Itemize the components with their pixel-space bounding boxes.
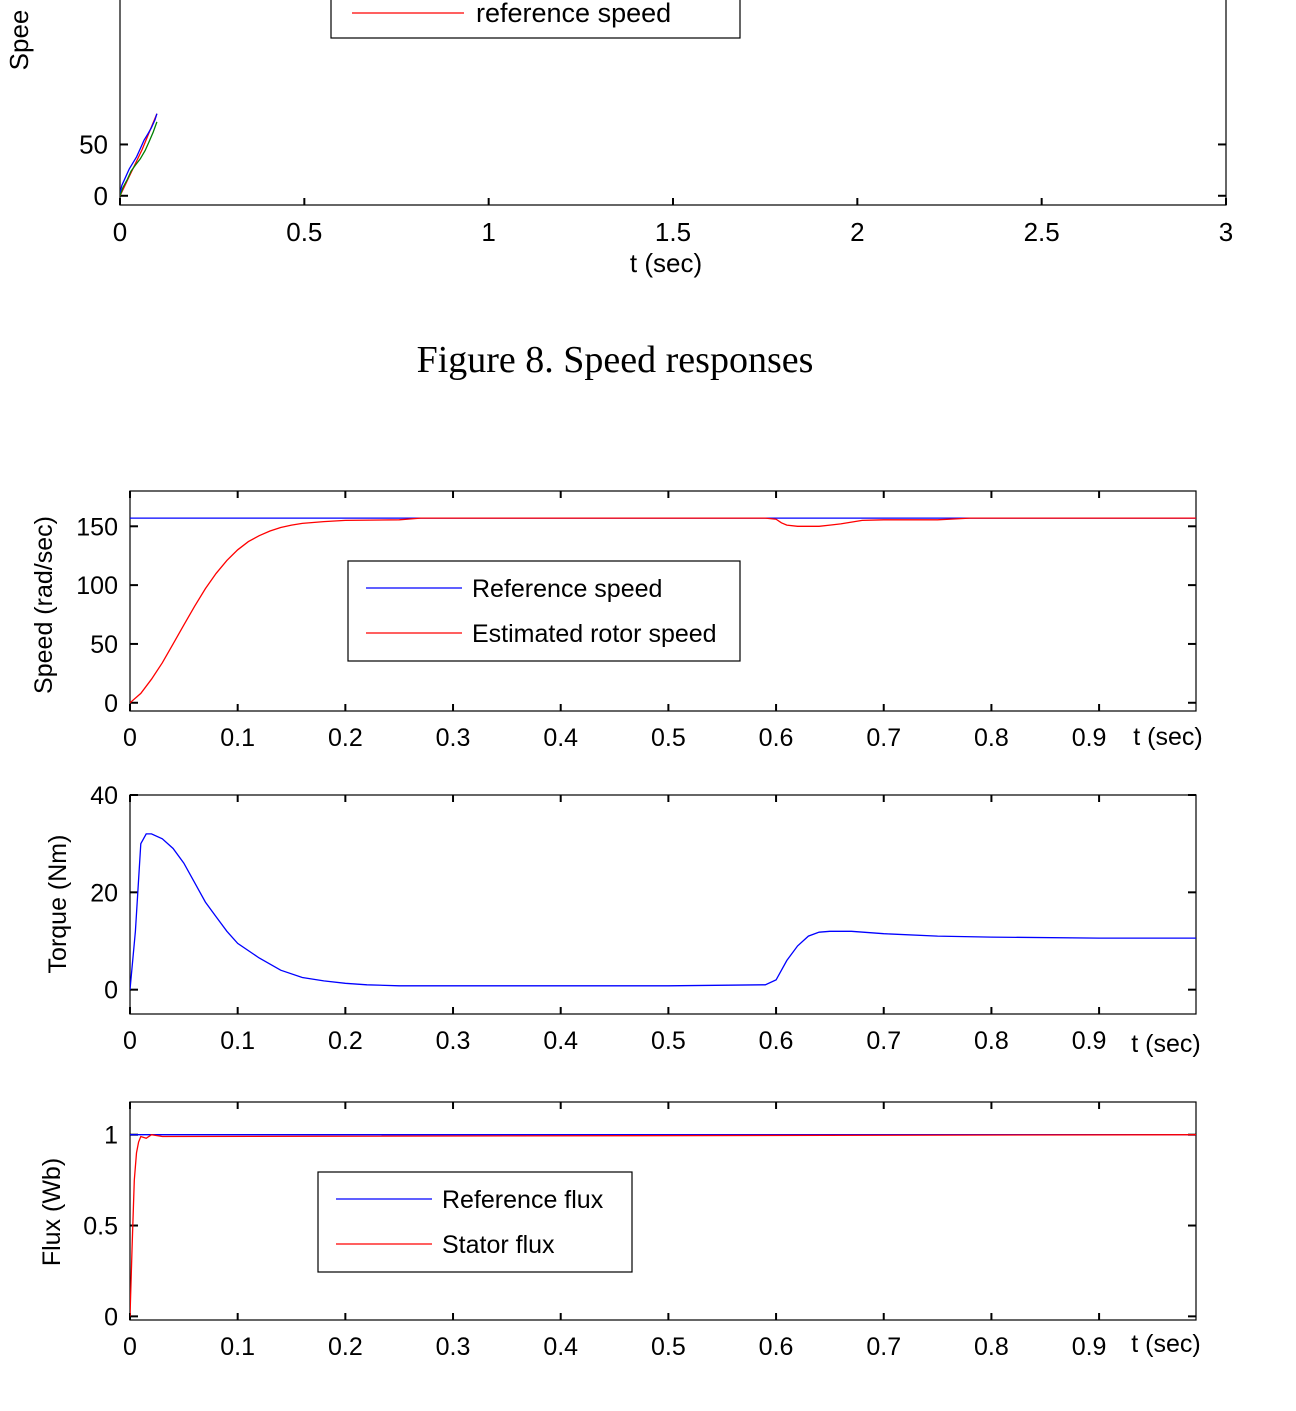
x-tick-label: 0 [123, 724, 137, 752]
chart-panel-1: 0 0.5 1 1.5 2 2.5 3 0 50 t (sec) Spee reference spe… [4, 0, 1233, 278]
series-line-estimated-rotor-speed [130, 517, 1196, 704]
x-tick-label: 0.3 [436, 724, 471, 752]
x-tick-label: 0.7 [866, 724, 901, 752]
x-tick-label: 0.5 [651, 724, 686, 752]
x-tick-label: 0.8 [974, 1333, 1009, 1361]
x-tick-label: 0.8 [974, 1027, 1009, 1055]
legend-entry-label: reference speed [476, 0, 671, 28]
x-tick-label: 0.5 [651, 1333, 686, 1361]
legend-box [330, 0, 741, 39]
x-tick-label: 0 [123, 1333, 137, 1361]
series-group [130, 1134, 1196, 1317]
series-line-unnamed [130, 833, 1196, 990]
x-tick-label: 1.5 [655, 217, 691, 247]
y-tick-label: 0 [104, 977, 118, 1005]
x-tick-label: 0.3 [436, 1333, 471, 1361]
y-tick-label: 0.5 [83, 1213, 118, 1241]
series-line-unnamed [120, 113, 158, 194]
x-tick-label: 0.9 [1072, 1333, 1107, 1361]
x-tick-label: 0.2 [328, 1333, 363, 1361]
series-group [120, 113, 158, 197]
x-tick-label: 2.5 [1024, 217, 1060, 247]
x-tick-label: 0.3 [436, 1027, 471, 1055]
legend-box [347, 560, 741, 662]
series-line-unnamed [120, 121, 158, 197]
x-tick-label: 0.5 [651, 1027, 686, 1055]
x-tick-label: 0.9 [1072, 724, 1107, 752]
y-tick-label: 0 [104, 690, 118, 718]
x-tick-label: 0.7 [866, 1333, 901, 1361]
legend-entry-label: Reference flux [442, 1186, 604, 1214]
series-group [130, 517, 1196, 704]
legend-box [317, 1171, 633, 1273]
y-tick-label: 0 [104, 1303, 118, 1331]
axes-frame [129, 1101, 1197, 1321]
y-tick-label: 0 [94, 181, 108, 211]
x-tick-label: 2 [850, 217, 864, 247]
y-tick-label: 1 [104, 1122, 118, 1150]
x-tick-label: 0.2 [328, 1027, 363, 1055]
y-tick-label: 100 [76, 572, 118, 600]
axes-frame [129, 490, 1197, 712]
x-tick-label: 0.9 [1072, 1027, 1107, 1055]
axes-frame [129, 794, 1197, 1015]
x-tick-label: 0 [113, 217, 127, 247]
legend: reference speed [330, 0, 741, 39]
x-tick-label: 0.1 [220, 1027, 255, 1055]
x-tick-label: 0.6 [759, 1027, 794, 1055]
chart-panel-3: 0 0.1 0.2 0.3 0.4 0.5 0.6 0.7 0.8 0.9 0 20 40 t (sec)… [44, 782, 1201, 1058]
y-tick-label: 150 [76, 513, 118, 541]
x-tick-label: 0.5 [286, 217, 322, 247]
x-tick-label: 0.1 [220, 1333, 255, 1361]
y-tick-label: 40 [90, 782, 118, 810]
y-tick-label: 50 [90, 631, 118, 659]
x-tick-label: 3 [1219, 217, 1233, 247]
y-axis-label: Torque (Nm) [44, 835, 72, 974]
y-tick-label: 50 [79, 129, 108, 159]
x-axis-label: t (sec) [630, 248, 702, 278]
y-axis-label: Flux (Wb) [38, 1158, 66, 1266]
x-tick-label: 0.4 [543, 724, 578, 752]
series-line-stator-flux [130, 1134, 1196, 1317]
x-tick-label: 0.4 [543, 1027, 578, 1055]
x-tick-label: 0 [123, 1027, 137, 1055]
legend-entry-label: Estimated rotor speed [472, 620, 717, 648]
legend-entry-label: Stator flux [442, 1231, 555, 1259]
x-tick-label: 1 [481, 217, 495, 247]
legend: Reference flux Stator flux [317, 1171, 633, 1273]
x-tick-label: 0.8 [974, 724, 1009, 752]
x-axis-label: t (sec) [1133, 723, 1202, 751]
x-tick-label: 0.2 [328, 724, 363, 752]
x-tick-label: 0.7 [866, 1027, 901, 1055]
legend: Reference speed Estimated rotor speed [347, 560, 741, 662]
x-tick-label: 0.1 [220, 724, 255, 752]
chart-panel-2: 0 0.1 0.2 0.3 0.4 0.5 0.6 0.7 0.8 0.9 0 50 100 150 t (… [30, 490, 1203, 752]
x-tick-label: 0.6 [759, 1333, 794, 1361]
x-axis-label: t (sec) [1131, 1330, 1200, 1358]
y-tick-label: 20 [90, 879, 118, 907]
x-tick-label: 0.4 [543, 1333, 578, 1361]
series-group [130, 833, 1196, 990]
y-axis-label: Spee [4, 10, 34, 71]
legend-entry-label: Reference speed [472, 575, 662, 603]
y-axis-label: Speed (rad/sec) [30, 516, 58, 694]
figure-caption: Figure 8. Speed responses [417, 339, 814, 381]
x-axis-label: t (sec) [1131, 1030, 1200, 1058]
x-tick-label: 0.6 [759, 724, 794, 752]
chart-panel-4: 0 0.1 0.2 0.3 0.4 0.5 0.6 0.7 0.8 0.9 0 0.5 1 t (sec)… [38, 1101, 1201, 1361]
